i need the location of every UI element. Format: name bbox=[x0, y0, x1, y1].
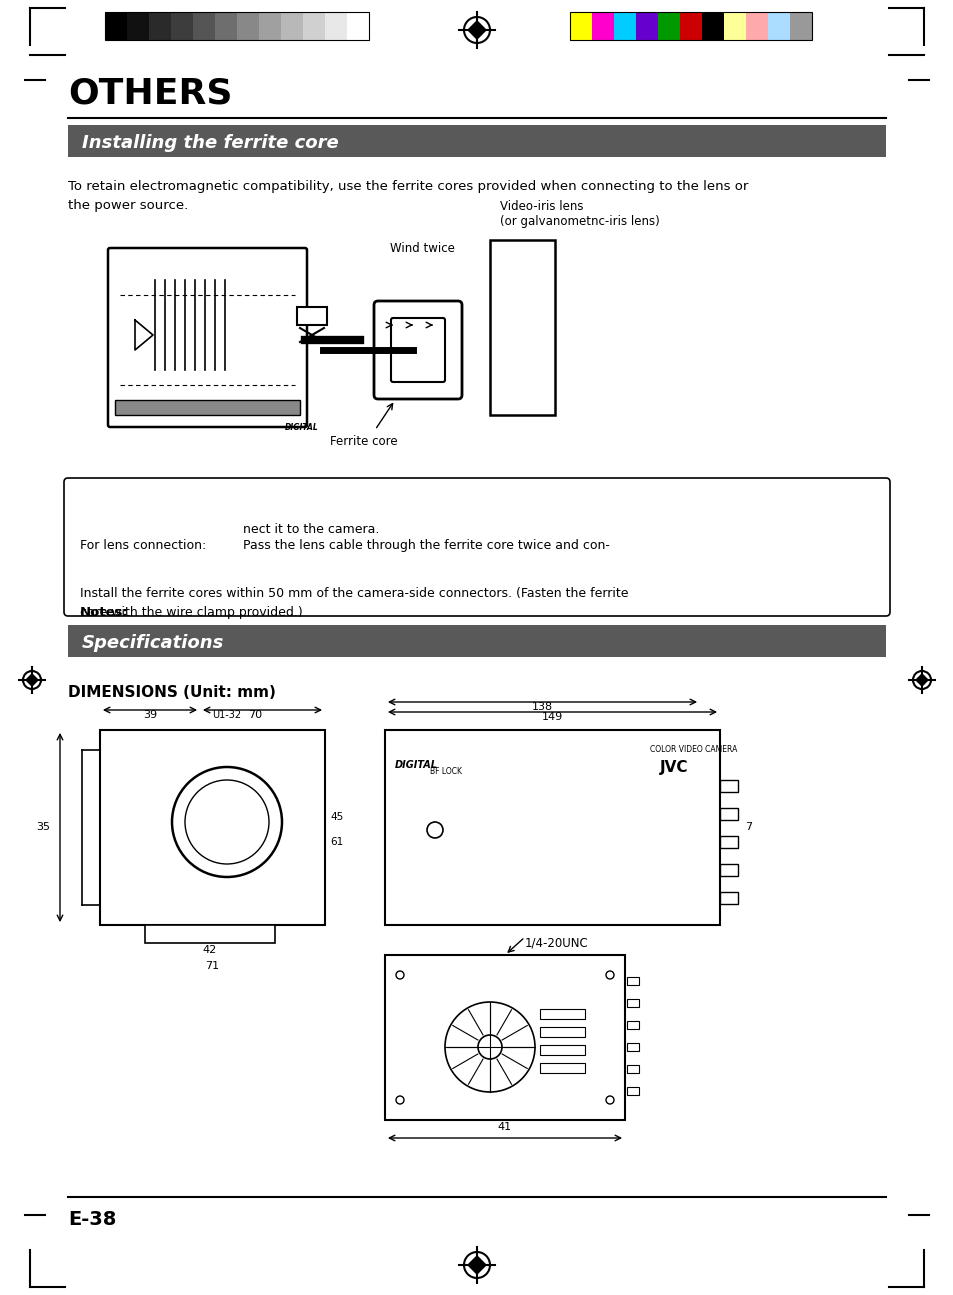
Text: Wind twice: Wind twice bbox=[390, 242, 455, 255]
Bar bbox=[626, 1042, 639, 1052]
Text: Ferrite core: Ferrite core bbox=[330, 435, 397, 448]
Bar bbox=[296, 307, 327, 325]
Text: nect it to the camera.: nect it to the camera. bbox=[243, 523, 379, 536]
FancyBboxPatch shape bbox=[108, 249, 307, 427]
Text: 41: 41 bbox=[497, 1121, 512, 1132]
FancyBboxPatch shape bbox=[64, 478, 889, 616]
Bar bbox=[539, 1045, 584, 1055]
Text: For lens connection:: For lens connection: bbox=[80, 539, 206, 552]
Bar bbox=[236, 12, 258, 40]
Bar bbox=[614, 12, 636, 40]
Text: U1-32: U1-32 bbox=[212, 710, 241, 720]
Text: Install the ferrite cores within 50 mm of the camera-side connectors. (Fasten th: Install the ferrite cores within 50 mm o… bbox=[80, 587, 628, 619]
Bar bbox=[626, 1064, 639, 1074]
Text: To retain electromagnetic compatibility, use the ferrite cores provided when con: To retain electromagnetic compatibility,… bbox=[68, 180, 747, 212]
Bar bbox=[636, 12, 658, 40]
Bar bbox=[385, 954, 624, 1120]
Bar bbox=[385, 730, 720, 925]
Bar bbox=[171, 12, 193, 40]
Text: OTHERS: OTHERS bbox=[68, 76, 233, 110]
Bar bbox=[105, 12, 127, 40]
Bar bbox=[745, 12, 767, 40]
Bar bbox=[127, 12, 149, 40]
Bar bbox=[325, 12, 347, 40]
Text: Installing the ferrite core: Installing the ferrite core bbox=[82, 133, 338, 152]
Bar bbox=[720, 892, 738, 904]
Bar bbox=[701, 12, 723, 40]
Text: BF LOCK: BF LOCK bbox=[430, 767, 461, 776]
Bar bbox=[115, 400, 299, 414]
Bar bbox=[720, 864, 738, 875]
Bar bbox=[626, 998, 639, 1008]
Bar bbox=[258, 12, 281, 40]
Text: 39: 39 bbox=[143, 710, 157, 720]
Bar bbox=[490, 240, 555, 414]
Text: Video-iris lens
(or galvanometnc-iris lens): Video-iris lens (or galvanometnc-iris le… bbox=[499, 199, 659, 228]
Bar bbox=[626, 1087, 639, 1096]
Bar bbox=[658, 12, 679, 40]
Text: 42: 42 bbox=[203, 945, 217, 954]
Text: DIGITAL: DIGITAL bbox=[395, 760, 437, 771]
Bar bbox=[789, 12, 811, 40]
Bar bbox=[100, 730, 325, 925]
Bar bbox=[539, 1063, 584, 1074]
Text: Specifications: Specifications bbox=[82, 635, 224, 651]
Polygon shape bbox=[915, 673, 927, 686]
Text: 149: 149 bbox=[540, 712, 562, 723]
Bar bbox=[626, 976, 639, 985]
FancyBboxPatch shape bbox=[374, 300, 461, 399]
Text: 45: 45 bbox=[330, 812, 343, 822]
Polygon shape bbox=[468, 21, 485, 39]
Text: 70: 70 bbox=[248, 710, 262, 720]
Text: 138: 138 bbox=[531, 702, 552, 712]
Bar bbox=[679, 12, 701, 40]
Text: Pass the lens cable through the ferrite core twice and con-: Pass the lens cable through the ferrite … bbox=[243, 539, 609, 552]
FancyBboxPatch shape bbox=[391, 319, 444, 382]
Text: 71: 71 bbox=[205, 961, 219, 971]
Bar bbox=[68, 126, 885, 157]
Bar bbox=[539, 1027, 584, 1037]
Polygon shape bbox=[468, 1256, 485, 1274]
Bar bbox=[149, 12, 171, 40]
Text: COLOR VIDEO CAMERA: COLOR VIDEO CAMERA bbox=[649, 745, 737, 754]
Bar bbox=[303, 12, 325, 40]
Bar bbox=[214, 12, 236, 40]
Bar bbox=[569, 12, 811, 40]
Bar bbox=[569, 12, 592, 40]
Text: JVC: JVC bbox=[659, 760, 688, 774]
Text: Notes:: Notes: bbox=[80, 606, 129, 619]
Bar bbox=[720, 780, 738, 793]
Text: DIGITAL: DIGITAL bbox=[285, 423, 318, 433]
Bar bbox=[720, 808, 738, 820]
Text: 61: 61 bbox=[330, 837, 343, 847]
Bar bbox=[723, 12, 745, 40]
Bar bbox=[68, 625, 885, 657]
Text: E-38: E-38 bbox=[68, 1210, 116, 1229]
Bar bbox=[347, 12, 369, 40]
Text: 35: 35 bbox=[36, 822, 50, 831]
Bar bbox=[145, 925, 274, 943]
Bar bbox=[592, 12, 614, 40]
Bar bbox=[105, 12, 369, 40]
Bar bbox=[281, 12, 303, 40]
Polygon shape bbox=[26, 673, 38, 686]
Bar bbox=[539, 1009, 584, 1019]
Text: 1/4-20UNC: 1/4-20UNC bbox=[524, 938, 588, 951]
Text: 7: 7 bbox=[744, 822, 751, 831]
Bar bbox=[767, 12, 789, 40]
Bar bbox=[193, 12, 214, 40]
Bar bbox=[626, 1020, 639, 1030]
Bar bbox=[720, 837, 738, 848]
Text: DIMENSIONS (Unit: mm): DIMENSIONS (Unit: mm) bbox=[68, 685, 275, 701]
